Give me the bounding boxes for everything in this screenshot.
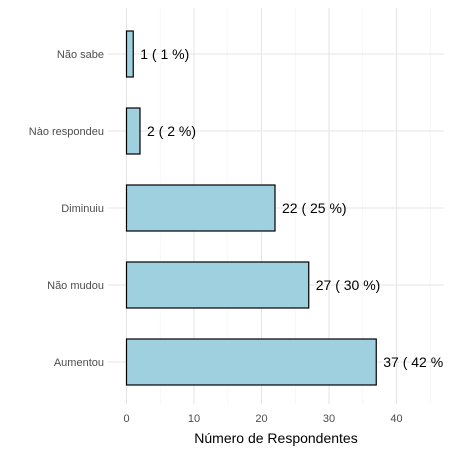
y-category-label: Aumentou bbox=[54, 357, 104, 369]
bar-data-label: 1 ( 1 %) bbox=[140, 46, 189, 62]
y-category-label: Nào respondeu bbox=[29, 126, 104, 138]
bar bbox=[125, 30, 134, 78]
y-category-label: Não sabe bbox=[57, 49, 104, 61]
bar-data-label: 37 ( 42 % bbox=[383, 354, 443, 370]
bar bbox=[125, 338, 377, 386]
bars bbox=[125, 30, 377, 386]
data-labels: 37 ( 42 % 27 ( 30 %) 22 ( 25 %) 2 ( 2 %) 1 (… bbox=[140, 46, 443, 370]
x-axis-title: Número de Respondentes bbox=[194, 430, 357, 446]
x-tick-label: 40 bbox=[390, 413, 402, 425]
bar bbox=[125, 184, 276, 232]
x-tick-label: 0 bbox=[123, 413, 129, 425]
x-tick-label: 10 bbox=[188, 413, 200, 425]
bar-data-label: 22 ( 25 %) bbox=[282, 200, 347, 216]
x-tick-label: 20 bbox=[255, 413, 267, 425]
bar bbox=[125, 261, 310, 309]
bar-data-label: 2 ( 2 %) bbox=[147, 123, 196, 139]
y-category-label: Diminuiu bbox=[61, 203, 104, 215]
bar bbox=[125, 107, 141, 155]
bar-data-label: 27 ( 30 %) bbox=[316, 277, 381, 293]
y-axis-category-labels: Aumentou Não mudou Diminuiu Nào respondeu Nã… bbox=[29, 49, 104, 369]
x-axis-tick-labels: 0 10 20 30 40 bbox=[123, 413, 402, 425]
x-tick-label: 30 bbox=[323, 413, 335, 425]
y-category-label: Não mudou bbox=[47, 280, 104, 292]
